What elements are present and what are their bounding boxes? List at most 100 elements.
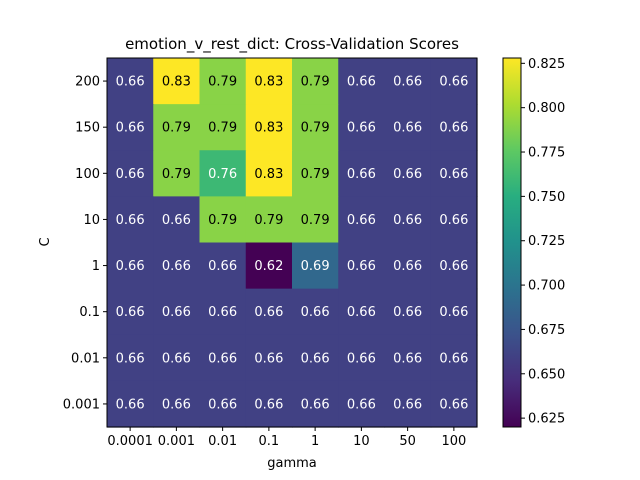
cell-value-label: 0.79 [208, 213, 237, 228]
cell-value-label: 0.69 [301, 259, 330, 274]
heatmap-cell [384, 334, 432, 382]
heatmap-cell [338, 242, 386, 290]
heatmap-cell [430, 288, 478, 336]
heatmap-cell [430, 58, 478, 105]
heatmap-cell [245, 104, 293, 151]
heatmap-cell [245, 334, 293, 382]
cell-value-label: 0.66 [439, 75, 468, 90]
heatmap-cell [153, 150, 201, 197]
cell-value-label: 0.66 [347, 167, 376, 182]
heatmap-cell [430, 196, 478, 244]
cell-value-label: 0.66 [301, 397, 330, 412]
heatmap-cell [245, 196, 293, 244]
heatmap-cell [153, 288, 201, 336]
heatmap-cell [199, 334, 247, 382]
colorbar-tick-label: 0.750 [528, 190, 565, 205]
heatmap-cell [153, 334, 201, 382]
heatmap-cell [107, 380, 154, 428]
cell-value-label: 0.66 [301, 351, 330, 366]
cell-value-label: 0.66 [162, 259, 191, 274]
y-tick-label: 0.1 [79, 305, 100, 320]
heatmap-cell [384, 196, 432, 244]
cell-value-label: 0.79 [208, 121, 237, 136]
cell-value-label: 0.66 [347, 397, 376, 412]
cell-value-label: 0.66 [208, 305, 237, 320]
heatmap-cell [292, 58, 339, 105]
cell-value-label: 0.66 [116, 121, 145, 136]
cell-value-label: 0.66 [162, 213, 191, 228]
cell-value-label: 0.66 [116, 351, 145, 366]
y-axis-ticks: 200 150 100 10 1 0.1 0.01 0.001 [63, 75, 107, 412]
y-tick-label: 1 [92, 259, 100, 274]
y-tick-label: 0.01 [71, 351, 100, 366]
colorbar-tick-label: 0.625 [528, 412, 565, 427]
heatmap-cell [245, 58, 293, 105]
colorbar-tick-label: 0.700 [528, 279, 565, 294]
colorbar [502, 57, 522, 428]
heatmap-cell [153, 196, 201, 244]
plot-frame [106, 57, 478, 428]
heatmap-cell [430, 380, 478, 428]
cell-value-label: 0.66 [116, 167, 145, 182]
cell-value-label: 0.66 [439, 305, 468, 320]
x-tick-label: 10 [353, 434, 370, 449]
cell-value-label: 0.79 [162, 167, 191, 182]
heatmap-cell [107, 196, 154, 244]
heatmap-cell [430, 104, 478, 151]
cell-value-label: 0.83 [254, 121, 283, 136]
heatmap-cell [199, 150, 247, 197]
cell-value-label: 0.66 [254, 397, 283, 412]
colorbar-tick-label: 0.825 [528, 57, 565, 72]
heatmap-cell [199, 196, 247, 244]
cell-value-label: 0.79 [301, 167, 330, 182]
heatmap-cell [199, 288, 247, 336]
y-tick-label: 0.001 [63, 397, 100, 412]
heatmap-cell [107, 334, 154, 382]
x-axis-ticks: 0.0001 0.001 0.01 0.1 1 10 50 100 [107, 427, 466, 449]
cell-value-label: 0.66 [116, 305, 145, 320]
heatmap-cell [384, 150, 432, 197]
heatmap-cell [430, 242, 478, 290]
cell-value-label: 0.66 [254, 305, 283, 320]
heatmap-cell [338, 288, 386, 336]
cell-value-label: 0.66 [254, 351, 283, 366]
heatmap-cell [107, 58, 154, 105]
heatmap-cell [338, 334, 386, 382]
x-tick-label: 1 [311, 434, 319, 449]
colorbar-tick-label: 0.800 [528, 101, 565, 116]
cell-value-label: 0.66 [116, 397, 145, 412]
y-axis-label: C [38, 237, 53, 246]
heatmap-cell [153, 380, 201, 428]
cell-value-label: 0.66 [393, 121, 422, 136]
heatmap-cell [107, 104, 154, 151]
colorbar-ticks: 0.625 0.650 0.675 0.700 0.725 0.750 0.775 0.800… [521, 57, 565, 427]
cell-value-label: 0.79 [208, 75, 237, 90]
heatmap-cell [338, 58, 386, 105]
heatmap-cell [384, 104, 432, 151]
heatmap-cell [107, 150, 154, 197]
x-tick-label: 0.0001 [107, 434, 153, 449]
cell-value-label: 0.66 [393, 351, 422, 366]
cell-value-label: 0.66 [347, 75, 376, 90]
heatmap-cell [199, 380, 247, 428]
cell-value-label: 0.83 [254, 167, 283, 182]
heatmap-cell [338, 380, 386, 428]
cell-value-label: 0.83 [254, 75, 283, 90]
x-axis-label: gamma [267, 456, 317, 471]
cell-value-label: 0.66 [301, 305, 330, 320]
y-tick-label: 150 [75, 121, 100, 136]
heatmap-cell [384, 242, 432, 290]
heatmap-cell [292, 334, 339, 382]
cell-value-label: 0.66 [393, 167, 422, 182]
x-tick-label: 100 [441, 434, 466, 449]
cell-value-label: 0.79 [254, 213, 283, 228]
y-tick-label: 200 [75, 75, 100, 90]
cell-value-label: 0.66 [162, 305, 191, 320]
heatmap-cell [153, 58, 201, 105]
heatmap-cell [338, 150, 386, 197]
heatmap-cell [384, 58, 432, 105]
cell-value-label: 0.66 [347, 305, 376, 320]
colorbar-tick-label: 0.650 [528, 367, 565, 382]
heatmap-cell [292, 196, 339, 244]
